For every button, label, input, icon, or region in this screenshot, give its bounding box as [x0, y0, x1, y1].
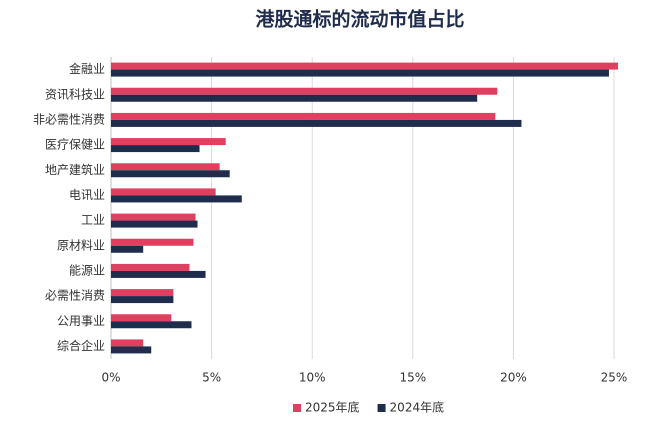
y-tick-label: 工业	[81, 213, 105, 227]
bar	[111, 296, 174, 304]
x-tick-label: 15%	[399, 371, 426, 385]
bar	[111, 213, 196, 221]
bar	[111, 94, 478, 102]
legend-swatch	[293, 404, 301, 412]
x-tick-label: 0%	[101, 371, 120, 385]
bar	[111, 339, 144, 347]
bar	[111, 62, 619, 70]
y-tick-label: 非必需性消费	[33, 112, 105, 126]
y-tick-label: 资讯科技业	[45, 87, 105, 101]
chart-title: 港股通标的流动市值占比	[255, 8, 464, 31]
bar	[111, 87, 498, 95]
y-tick-label: 电讯业	[69, 188, 105, 202]
bar	[111, 112, 496, 120]
y-tick-label: 必需性消费	[45, 289, 105, 303]
bar	[111, 263, 190, 271]
bar	[111, 270, 206, 278]
bar	[111, 238, 194, 246]
y-tick-label: 医疗保健业	[45, 138, 105, 152]
x-tick-label: 20%	[500, 371, 527, 385]
bar	[111, 145, 200, 153]
bar	[111, 289, 174, 297]
bar	[111, 321, 192, 329]
bar	[111, 245, 144, 253]
y-tick-label: 原材料业	[57, 238, 105, 252]
legend-swatch	[377, 404, 386, 412]
bar	[111, 69, 609, 77]
bar	[111, 195, 242, 203]
bar	[111, 119, 522, 127]
legend-label: 2024年底	[390, 400, 445, 415]
x-tick-label: 10%	[299, 371, 326, 385]
x-tick-label: 5%	[202, 371, 221, 385]
legend-label: 2025年底	[305, 400, 360, 415]
y-tick-label: 综合企业	[57, 338, 105, 353]
y-tick-label: 金融业	[69, 61, 105, 76]
bar	[111, 163, 220, 171]
bar	[111, 314, 172, 322]
bar	[111, 170, 230, 178]
y-tick-label: 公用事业	[57, 314, 105, 328]
bar	[111, 188, 216, 196]
y-tick-label: 能源业	[69, 263, 105, 277]
x-tick-label: 25%	[601, 371, 628, 385]
bar	[111, 346, 152, 354]
bar	[111, 220, 198, 228]
y-tick-label: 地产建筑业	[45, 162, 105, 177]
bar	[111, 138, 226, 146]
